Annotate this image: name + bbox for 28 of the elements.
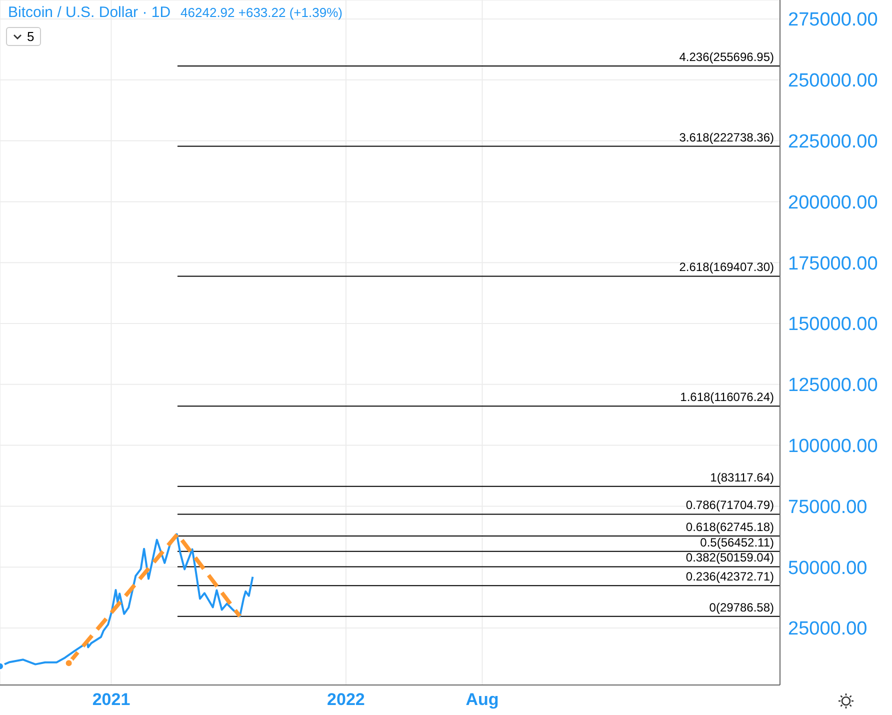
y-tick-label: 50000.00	[788, 558, 868, 579]
y-tick-label: 100000.00	[788, 436, 878, 458]
ref-line-label: 3.618(222738.36)	[679, 130, 774, 144]
y-tick-label: 250000.00	[788, 70, 878, 92]
ref-line-label: 4.236(255696.95)	[679, 50, 774, 64]
chart-title: Bitcoin / U.S. Dollar · 1D	[8, 4, 171, 21]
ref-line-label: 0.236(42372.71)	[686, 570, 774, 584]
y-tick-label: 125000.00	[788, 375, 878, 396]
ref-line-label: 1(83117.64)	[710, 470, 774, 484]
ref-line-label: 1.618(116076.24)	[680, 390, 774, 404]
y-tick-label: 75000.00	[788, 496, 868, 518]
x-tick-label: 2022	[327, 690, 365, 710]
y-tick-label: 175000.00	[788, 253, 878, 274]
annotation: 5	[27, 29, 34, 44]
ref-line-label: 0(29786.58)	[709, 600, 774, 614]
y-tick-label: 25000.00	[788, 618, 868, 640]
y-tick-label: 275000.00	[788, 10, 878, 31]
y-tick-label: 200000.00	[788, 192, 878, 214]
ref-line-label: 2.618(169407.30)	[679, 260, 774, 274]
x-tick-label: Aug	[466, 690, 499, 710]
ref-line-label: 0.5(56452.11)	[700, 535, 774, 550]
y-tick-label: 225000.00	[788, 132, 878, 153]
chart-subtitle: 46242.92 +633.22 (+1.39%)	[180, 5, 342, 20]
ref-line-label: 0.786(71704.79)	[686, 498, 774, 512]
x-tick-label: 2021	[92, 690, 130, 710]
ref-line-label: 0.382(50159.04)	[686, 550, 774, 565]
ref-line-label: 0.618(62745.18)	[686, 520, 774, 534]
y-tick-label: 150000.00	[788, 314, 878, 336]
